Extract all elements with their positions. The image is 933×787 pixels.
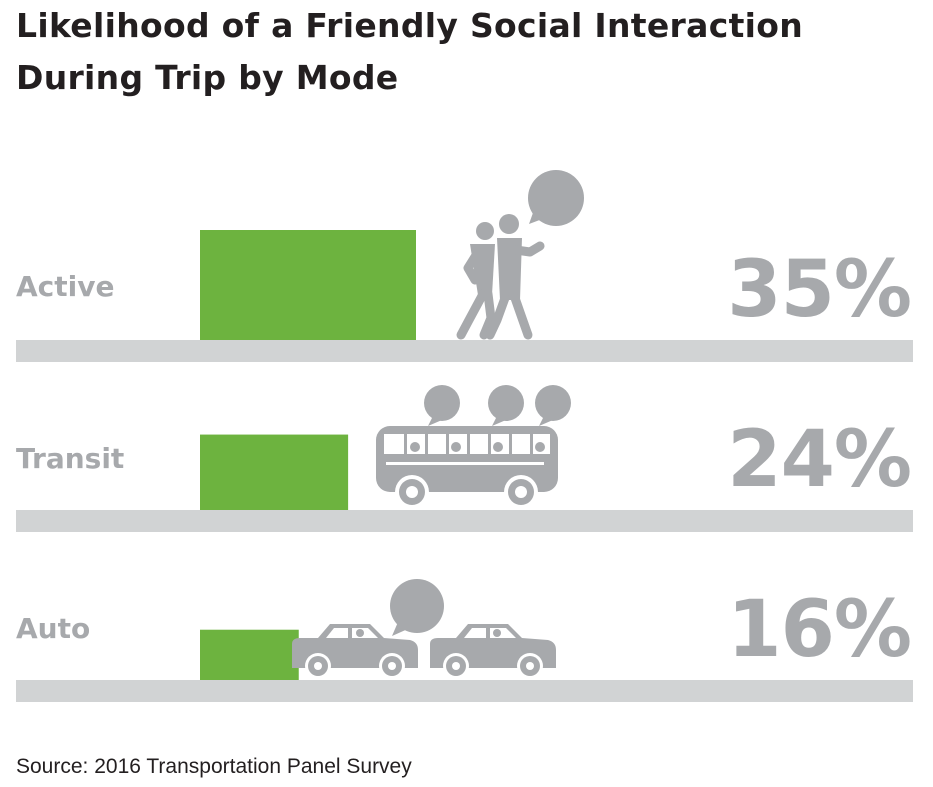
bar-transit [200, 434, 349, 510]
title-line-2: During Trip by Mode [16, 58, 399, 97]
value-label-transit: 24% [727, 415, 912, 505]
title-line-1: Likelihood of a Friendly Social Interact… [16, 6, 804, 45]
track-transit [16, 510, 913, 532]
track-active [16, 340, 913, 362]
source-note: Source: 2016 Transportation Panel Survey [16, 755, 412, 778]
track-auto [16, 680, 913, 702]
chart-title: Likelihood of a Friendly Social Interact… [16, 0, 916, 104]
bars-group [200, 230, 416, 680]
value-label-active: 35% [727, 245, 912, 335]
value-label-auto: 16% [727, 585, 912, 675]
walking-people-icon [456, 170, 584, 340]
cars-icon [292, 579, 556, 679]
bar-auto [200, 629, 299, 680]
category-label-auto: Auto [16, 612, 91, 645]
category-label-active: Active [16, 270, 115, 303]
bar-active [200, 230, 416, 340]
bus-icon [376, 385, 571, 509]
category-label-transit: Transit [16, 442, 125, 475]
